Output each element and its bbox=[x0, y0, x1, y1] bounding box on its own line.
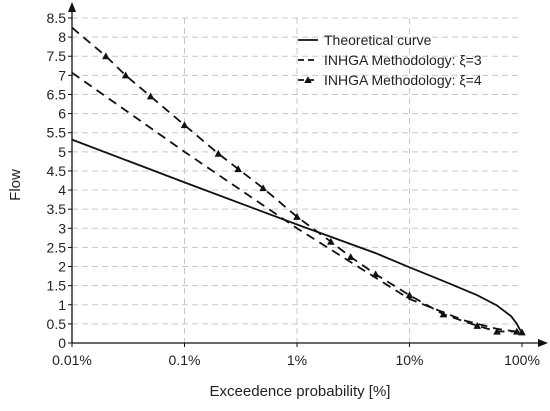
series-marker-3 bbox=[493, 327, 501, 335]
legend-marker-3 bbox=[304, 76, 312, 84]
series-marker-3 bbox=[473, 321, 482, 329]
y-tick-label: 7 bbox=[58, 67, 66, 83]
y-tick-label: 3 bbox=[58, 220, 66, 236]
y-axis-arrow-icon bbox=[68, 2, 76, 12]
data-series bbox=[71, 26, 526, 336]
y-tick-label: 2.5 bbox=[47, 239, 67, 255]
series-marker-3 bbox=[214, 149, 223, 157]
legend-label-2: INHGA Methodology: ξ=3 bbox=[324, 52, 482, 68]
x-tick-label: 100% bbox=[504, 352, 540, 368]
y-tick-label: 5 bbox=[58, 144, 66, 160]
series-marker-3 bbox=[180, 121, 189, 129]
series-marker-3 bbox=[439, 310, 448, 318]
x-tick-label: 0.01% bbox=[52, 352, 92, 368]
y-tick-label: 8.5 bbox=[47, 10, 67, 26]
series-line-1 bbox=[71, 138, 523, 333]
y-tick-label: 4.5 bbox=[47, 163, 67, 179]
y-tick-label: 2 bbox=[58, 259, 66, 275]
series-marker-3 bbox=[146, 92, 155, 100]
x-tick-label: 1% bbox=[287, 352, 307, 368]
series-marker-3 bbox=[102, 52, 110, 60]
x-axis-arrow-icon bbox=[538, 339, 548, 347]
series-marker-3 bbox=[346, 253, 355, 261]
y-tick-label: 7.5 bbox=[47, 48, 67, 64]
y-tick-label: 1.5 bbox=[47, 278, 67, 294]
series-marker-3 bbox=[327, 237, 335, 245]
x-tick-label: 0.1% bbox=[169, 352, 201, 368]
series-marker-3 bbox=[371, 270, 380, 278]
series-marker-3 bbox=[293, 213, 301, 220]
y-tick-label: 6.5 bbox=[47, 86, 67, 102]
series-marker-3 bbox=[513, 327, 521, 335]
y-tick-label: 5.5 bbox=[47, 125, 67, 141]
legend-label-3: INHGA Methodology: ξ=4 bbox=[324, 72, 482, 88]
series-marker-3 bbox=[405, 291, 414, 299]
y-axis-title: Flow bbox=[7, 169, 24, 201]
series-marker-3 bbox=[234, 165, 242, 173]
legend-label-1: Theoretical curve bbox=[324, 32, 432, 48]
series-marker-3 bbox=[259, 184, 267, 192]
y-tick-label: 6 bbox=[58, 106, 66, 122]
series-marker-3 bbox=[518, 328, 526, 336]
y-tick-label: 3.5 bbox=[47, 201, 67, 217]
y-tick-label: 1 bbox=[58, 297, 66, 313]
y-tick-label: 8 bbox=[58, 29, 66, 45]
series-line-3 bbox=[71, 26, 523, 334]
axes bbox=[68, 2, 548, 347]
grid-lines bbox=[72, 17, 522, 343]
tick-labels: 0.01% 0.1% 1% 10% 100% 0 0.5 1 1.5 2 2.5 3 3.5 4 4.5 5 5… bbox=[47, 10, 540, 368]
legend: Theoretical curve INHGA Methodology: ξ=3 I… bbox=[298, 32, 482, 88]
y-tick-label: 0 bbox=[58, 335, 66, 351]
y-tick-label: 0.5 bbox=[47, 316, 67, 332]
y-tick-label: 4 bbox=[58, 182, 66, 198]
x-tick-label: 10% bbox=[395, 352, 423, 368]
x-axis-title: Exceedence probability [%] bbox=[210, 383, 391, 400]
series-marker-3 bbox=[121, 71, 130, 79]
